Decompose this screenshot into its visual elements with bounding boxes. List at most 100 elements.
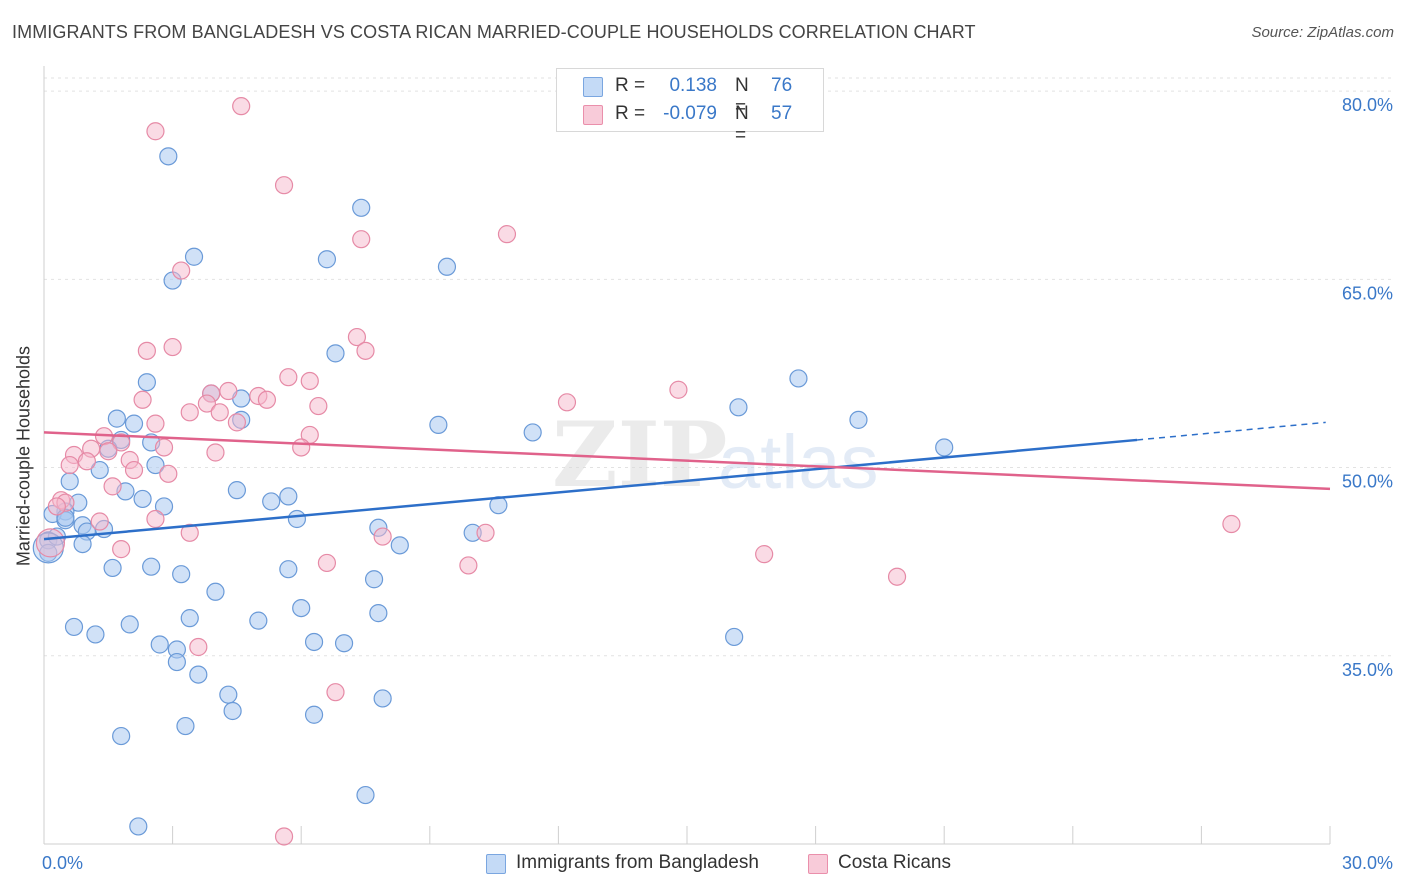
data-point-costa-rican — [197, 394, 216, 413]
data-point-bangladesh — [352, 198, 371, 217]
series-costa-rican-points — [35, 97, 1241, 846]
data-point-bangladesh — [167, 652, 186, 672]
data-point-bangladesh — [219, 685, 238, 704]
data-point-bangladesh — [373, 689, 392, 708]
data-point-bangladesh — [73, 534, 92, 554]
data-point-costa-rican — [373, 527, 392, 546]
data-point-costa-rican — [146, 414, 165, 433]
data-point-bangladesh — [356, 785, 375, 805]
data-point-costa-rican — [103, 477, 122, 496]
x-tick-label: 0.0% — [42, 853, 83, 873]
data-point-bangladesh — [146, 455, 165, 475]
data-point-costa-rican — [112, 433, 131, 452]
grid-lines — [44, 77, 1392, 657]
data-point-costa-rican — [133, 390, 152, 409]
data-point-bangladesh — [107, 409, 126, 428]
data-point-costa-rican — [172, 261, 191, 280]
x-tick-label: 30.0% — [1342, 853, 1393, 873]
data-point-bangladesh — [287, 509, 307, 529]
legend-r-value: -0.079 — [663, 103, 717, 124]
legend-label-bangladesh: Immigrants from Bangladesh — [516, 852, 759, 873]
data-point-costa-rican — [90, 512, 109, 531]
data-point-costa-rican — [317, 553, 337, 573]
data-point-costa-rican — [476, 523, 495, 542]
data-point-bangladesh — [189, 665, 208, 684]
data-point-bangladesh — [142, 557, 161, 576]
data-point-bangladesh — [279, 487, 298, 506]
data-point-costa-rican — [309, 396, 328, 416]
data-point-bangladesh — [249, 611, 268, 630]
data-point-costa-rican — [47, 497, 66, 516]
legend-n-value: 76 — [771, 75, 793, 96]
data-point-costa-rican — [206, 443, 225, 462]
data-point-bangladesh — [223, 701, 242, 721]
data-point-bangladesh — [369, 604, 388, 623]
data-point-bangladesh — [262, 492, 281, 511]
data-point-costa-rican — [146, 122, 165, 141]
data-point-costa-rican — [159, 464, 178, 483]
correlation-legend: R = 0.138 N = 76 R = -0.079 N = 57 — [556, 68, 824, 146]
data-point-costa-rican — [77, 452, 96, 471]
data-point-bangladesh — [133, 489, 152, 509]
data-point-bangladesh — [292, 598, 311, 618]
data-point-costa-rican — [300, 371, 319, 391]
y-axis-label: Married-couple Households — [13, 345, 34, 567]
y-tick-label: 80.0% — [1342, 95, 1393, 115]
data-point-bangladesh — [172, 565, 191, 584]
data-point-bangladesh — [334, 634, 354, 653]
legend-n-label: N = — [735, 103, 749, 146]
data-point-bangladesh — [429, 415, 448, 434]
trend-lines — [43, 421, 1331, 541]
data-point-costa-rican — [180, 403, 199, 422]
data-point-costa-rican — [274, 827, 294, 846]
data-point-bangladesh — [176, 716, 195, 736]
data-point-costa-rican — [124, 460, 144, 480]
data-point-costa-rican — [326, 683, 345, 702]
data-point-costa-rican — [459, 556, 478, 575]
data-point-costa-rican — [755, 545, 774, 564]
legend-swatch-bangladesh — [486, 854, 506, 874]
data-point-bangladesh — [789, 369, 808, 388]
data-point-costa-rican — [279, 368, 298, 387]
data-point-costa-rican — [137, 341, 156, 360]
data-point-bangladesh — [437, 257, 457, 276]
data-point-bangladesh — [227, 481, 246, 500]
y-tick-label: 65.0% — [1342, 283, 1393, 303]
data-point-costa-rican — [219, 381, 238, 401]
data-point-bangladesh — [120, 615, 139, 634]
data-point-costa-rican — [1222, 514, 1241, 534]
legend-r-value: 0.138 — [669, 75, 717, 96]
data-point-bangladesh — [112, 726, 131, 746]
data-point-bangladesh — [124, 414, 144, 433]
data-point-costa-rican — [163, 337, 182, 357]
data-point-costa-rican — [497, 225, 517, 244]
data-point-costa-rican — [347, 327, 367, 347]
data-point-bangladesh — [390, 536, 409, 555]
tick-labels: 35.0% 50.0% 65.0% 80.0% 0.0% 30.0% — [42, 95, 1393, 873]
data-point-bangladesh — [279, 560, 298, 579]
data-point-costa-rican — [180, 523, 199, 542]
data-point-bangladesh — [725, 627, 744, 647]
data-point-costa-rican — [356, 341, 375, 360]
data-point-bangladesh — [849, 410, 868, 429]
data-point-costa-rican — [60, 455, 79, 475]
data-point-costa-rican — [292, 438, 311, 457]
legend-n-value: 57 — [771, 103, 793, 124]
data-point-costa-rican — [232, 97, 251, 116]
data-point-bangladesh — [317, 250, 337, 269]
data-point-bangladesh — [523, 423, 542, 442]
legend-r-label: R = — [615, 75, 646, 96]
data-point-bangladesh — [90, 460, 109, 480]
data-point-bangladesh — [935, 438, 954, 457]
data-point-bangladesh — [364, 570, 384, 589]
data-point-bangladesh — [304, 632, 324, 652]
data-point-bangladesh — [729, 398, 748, 417]
data-point-costa-rican — [99, 442, 118, 461]
legend-r-label: R = — [615, 103, 646, 124]
watermark: ZIP atlas — [552, 402, 879, 508]
data-point-bangladesh — [150, 635, 169, 654]
data-point-bangladesh — [129, 817, 148, 836]
data-point-costa-rican — [146, 509, 165, 529]
trend-line-costa-rican — [43, 431, 1331, 491]
